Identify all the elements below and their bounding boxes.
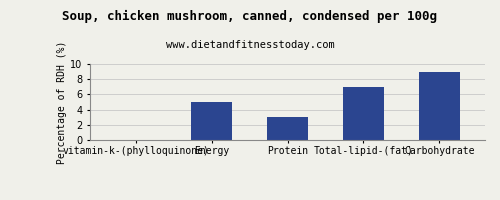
Bar — [190, 102, 232, 140]
Bar — [266, 117, 308, 140]
Text: Soup, chicken mushroom, canned, condensed per 100g: Soup, chicken mushroom, canned, condense… — [62, 10, 438, 23]
Bar — [418, 72, 461, 140]
Bar — [342, 87, 384, 140]
Y-axis label: Percentage of RDH (%): Percentage of RDH (%) — [58, 40, 68, 164]
Text: www.dietandfitnesstoday.com: www.dietandfitnesstoday.com — [166, 40, 334, 50]
